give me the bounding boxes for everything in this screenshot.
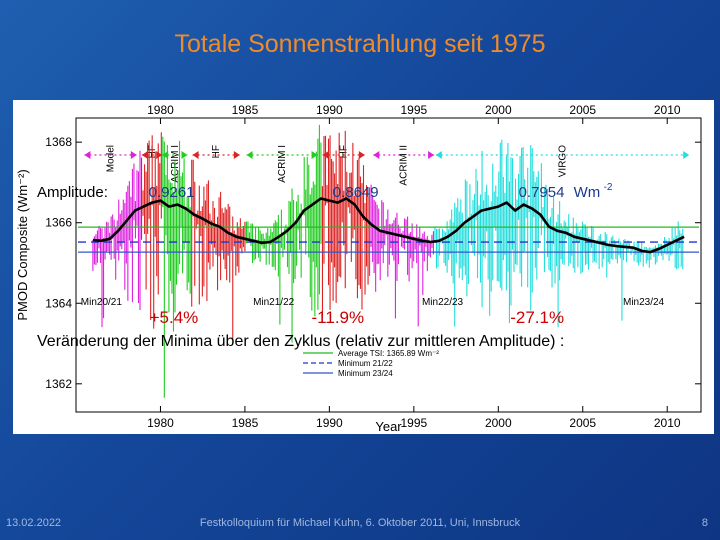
amplitude-value-0: 0.9261 <box>149 184 195 201</box>
x-tick-label-top-4: 2000 <box>485 103 512 117</box>
minima-change-title: Veränderung der Minima über den Zyklus (… <box>37 333 564 350</box>
instrument-arrow-right-2 <box>181 151 188 159</box>
minima-change-1: -11.9% <box>312 308 365 327</box>
instrument-label-6: ACRIM II <box>399 145 410 186</box>
minimum-label-1: Min21/22 <box>253 297 295 308</box>
x-tick-label-top-6: 2010 <box>654 103 681 117</box>
footer-center: Festkolloquium für Michael Kuhn, 6. Okto… <box>199 517 521 529</box>
composite-line <box>92 197 685 254</box>
x-tick-label-bottom-2: 1990 <box>316 416 343 430</box>
instrument-label-4: ACRIM I <box>277 145 288 183</box>
y-tick-label-2: 1364 <box>45 296 72 310</box>
instrument-label-0: Model <box>106 145 117 172</box>
legend-label-0: Average TSI: 1365.89 Wm⁻² <box>338 349 439 358</box>
x-tick-label-bottom-6: 2010 <box>654 416 681 430</box>
amplitude-value-1: 0.8649 <box>333 184 379 201</box>
plot-frame <box>75 117 702 413</box>
minimum-label-3: Min23/24 <box>623 297 665 308</box>
instrument-arrow-right-3 <box>233 151 240 159</box>
amplitude-unit: Wm <box>574 184 601 201</box>
instrument-arrow-right-0 <box>130 151 137 159</box>
x-axis-label: Year <box>375 419 402 434</box>
instrument-arrow-right-1 <box>156 151 163 159</box>
minima-change-0: +5.4% <box>150 308 199 327</box>
footer-page-number: 8 <box>701 517 708 529</box>
x-tick-label-top-2: 1990 <box>316 103 343 117</box>
y-axis-label: PMOD Composite (Wm⁻²) <box>15 169 30 320</box>
amplitude-unit-exp: -2 <box>604 182 613 193</box>
y-tick-label-3: 1362 <box>45 377 72 391</box>
instrument-arrow-right-5 <box>358 151 365 159</box>
instrument-arrow-left-7 <box>435 151 442 159</box>
instrument-arrow-right-4 <box>311 151 318 159</box>
chart-text: Min20/21 Min21/22 Min22/23 Min23/24 Amplitud… <box>37 182 665 350</box>
instrument-arrow-left-2 <box>162 151 169 159</box>
x-tick-label-bottom-0: 1980 <box>147 416 174 430</box>
slide-title: Totale Sonnenstrahlung seit 1975 <box>174 30 546 58</box>
legend-label-1: Minimum 21/22 <box>338 359 393 368</box>
instrument-arrow-left-0 <box>84 151 91 159</box>
axes: 1980 1980 1985 1985 1990 1990 1995 1995 2000 2000… <box>15 103 702 434</box>
instrument-label-7: VIRGO <box>557 145 568 177</box>
reference-lines <box>78 226 699 253</box>
x-tick-label-bottom-5: 2005 <box>569 416 596 430</box>
instrument-arrow-left-1 <box>141 151 148 159</box>
x-tick-label-top-5: 2005 <box>569 103 596 117</box>
x-tick-label-bottom-3: 1995 <box>400 416 427 430</box>
instrument-arrow-right-7 <box>683 151 690 159</box>
x-tick-label-top-3: 1995 <box>400 103 427 117</box>
instrument-arrow-left-4 <box>246 151 253 159</box>
footer-date: 13.02.2022 <box>6 517 62 529</box>
minimum-label-0: Min20/21 <box>81 297 123 308</box>
amplitude-title: Amplitude: <box>37 184 108 201</box>
y-tick-label-1: 1366 <box>45 216 72 230</box>
composite-series <box>92 197 685 254</box>
y-tick-label-0: 1368 <box>45 135 72 149</box>
x-tick-label-top-0: 1980 <box>147 103 174 117</box>
x-tick-label-top-1: 1985 <box>232 103 259 117</box>
instrument-arrow-left-3 <box>192 151 199 159</box>
legend-label-2: Minimum 23/24 <box>338 369 393 378</box>
x-tick-label-bottom-4: 2000 <box>485 416 512 430</box>
instrument-label-3: HF <box>211 145 222 158</box>
instrument-label-5: HF <box>339 145 350 158</box>
instrument-arrow-left-6 <box>373 151 380 159</box>
x-tick-label-bottom-1: 1985 <box>232 416 259 430</box>
minima-change-2: -27.1% <box>510 308 564 327</box>
minimum-label-2: Min22/23 <box>422 297 464 308</box>
instrument-arrow-right-6 <box>428 151 435 159</box>
amplitude-value-2: 0.7954 <box>519 184 565 201</box>
